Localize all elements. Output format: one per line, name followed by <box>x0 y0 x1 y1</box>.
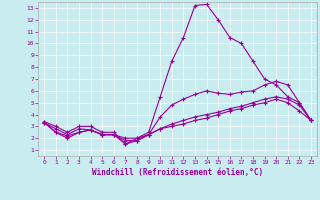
X-axis label: Windchill (Refroidissement éolien,°C): Windchill (Refroidissement éolien,°C) <box>92 168 263 177</box>
